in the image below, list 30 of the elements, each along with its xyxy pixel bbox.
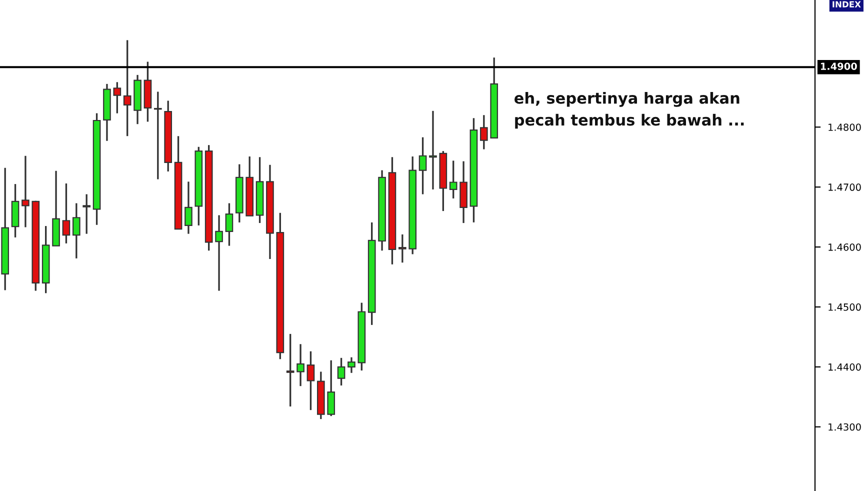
y-tick-label: 1.4700 (828, 184, 861, 191)
candlestick (286, 333, 294, 408)
candlestick (306, 350, 315, 411)
y-tick-label: 1.4600 (828, 243, 861, 251)
y-tick-label: 1.4400 (828, 363, 861, 371)
candlestick (62, 182, 70, 244)
candlestick (113, 81, 122, 114)
candlestick (123, 39, 132, 137)
candlestick (429, 110, 437, 190)
candlestick (327, 359, 336, 417)
candlestick (337, 357, 346, 386)
y-tick-label: 1.4300 (828, 423, 861, 431)
candlestick (215, 214, 223, 292)
candlestick (418, 136, 427, 196)
candlestick (184, 180, 192, 235)
y-tick-label: 1.4800 (828, 124, 861, 131)
candlestick (82, 193, 91, 235)
candlestick (296, 343, 304, 387)
candlestick (225, 202, 234, 247)
candlestick (449, 160, 458, 200)
candlestick (72, 202, 80, 260)
candlestick (22, 155, 30, 228)
candlestick (154, 90, 162, 180)
candlestick (398, 234, 406, 264)
ref-line-label: 1.4900 (820, 62, 857, 70)
annotation: eh, sepertinya harga akan pecah tembus ke bawah ... (514, 92, 744, 129)
text: INDEX (832, 1, 861, 8)
y-tick-label: 1.4500 (828, 303, 861, 311)
candlestick (480, 114, 488, 150)
candlestick (348, 356, 356, 374)
